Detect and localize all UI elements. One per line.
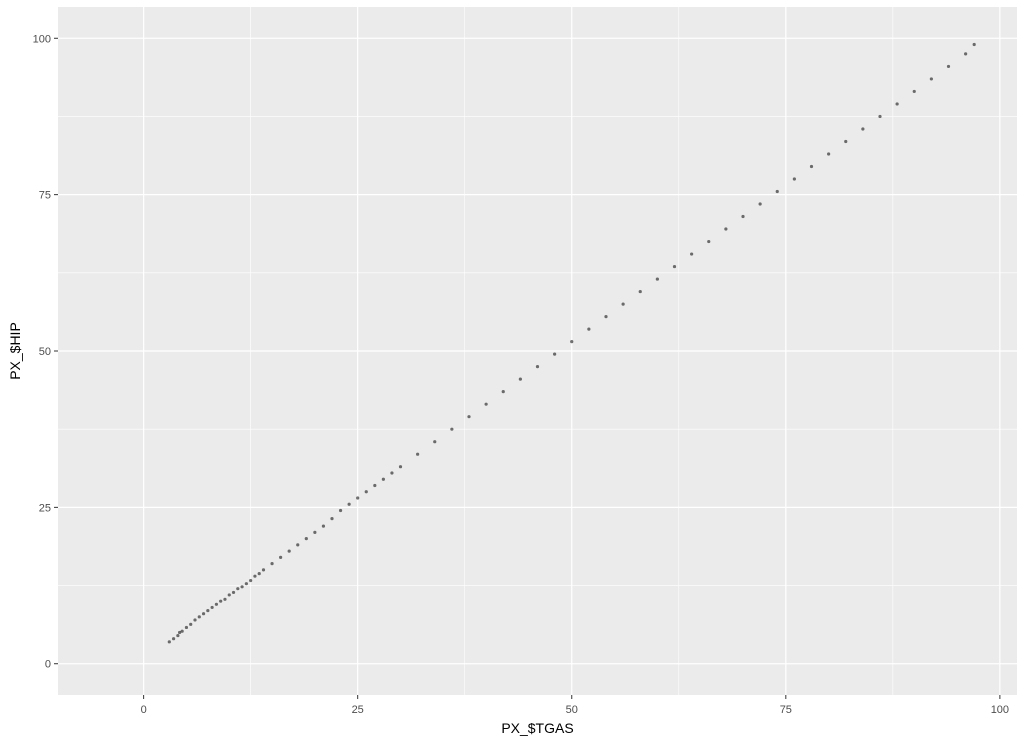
data-point	[261, 568, 266, 572]
data-point	[381, 477, 385, 481]
data-point	[450, 427, 454, 431]
data-point	[604, 315, 608, 319]
data-point	[287, 549, 291, 553]
y-axis-title: PX_$HIP	[7, 322, 23, 380]
data-point	[231, 590, 236, 595]
y-tick-label: 25	[39, 502, 51, 514]
x-tick-label: 25	[352, 704, 364, 716]
data-point	[518, 377, 522, 381]
data-point	[467, 415, 471, 419]
x-tick-label: 0	[141, 704, 147, 716]
data-point	[167, 640, 171, 644]
data-point	[257, 572, 261, 576]
data-point	[878, 114, 882, 119]
data-point	[501, 390, 505, 394]
grid-major	[58, 7, 1017, 695]
data-point	[177, 630, 182, 635]
data-point	[690, 252, 694, 256]
data-point	[792, 177, 796, 181]
data-point	[861, 127, 865, 131]
data-point	[416, 452, 420, 456]
data-point	[356, 496, 360, 500]
data-point	[270, 562, 274, 566]
data-point	[176, 633, 180, 638]
data-point	[330, 517, 334, 521]
data-point	[433, 440, 437, 444]
data-point	[587, 327, 591, 331]
data-point	[171, 637, 176, 641]
x-axis-title: PX_$TGAS	[501, 720, 573, 736]
data-point	[638, 289, 642, 294]
data-point	[296, 543, 300, 547]
data-point	[827, 152, 831, 156]
y-tick-label: 75	[39, 190, 51, 202]
data-point	[210, 605, 214, 610]
data-point	[390, 471, 394, 475]
data-point	[201, 612, 206, 616]
y-axis-ticks: 0 25 50 75 100	[33, 33, 58, 671]
x-tick-label: 50	[566, 704, 578, 716]
y-tick-label: 0	[45, 659, 51, 671]
data-point	[227, 593, 231, 597]
data-point	[197, 615, 201, 619]
data-point	[321, 524, 326, 528]
x-tick-label: 75	[780, 704, 792, 716]
data-point	[655, 277, 659, 281]
data-point	[775, 189, 779, 194]
x-axis-ticks: 0 25 50 75 100	[141, 695, 1009, 716]
data-point	[180, 629, 184, 633]
data-point	[219, 599, 223, 603]
y-tick-label: 50	[39, 346, 51, 358]
data-point	[398, 465, 403, 469]
data-point	[313, 530, 317, 534]
data-point	[184, 625, 189, 630]
data-point	[193, 618, 197, 622]
data-point	[672, 264, 677, 269]
data-point	[249, 578, 253, 583]
data-point	[279, 555, 283, 560]
data-point	[189, 622, 193, 626]
x-tick-label: 100	[991, 704, 1009, 716]
data-point	[707, 239, 711, 244]
data-point	[253, 574, 257, 578]
data-point	[484, 402, 488, 406]
data-point	[535, 365, 540, 369]
data-point	[946, 64, 951, 69]
data-point	[236, 587, 240, 591]
data-point	[758, 202, 762, 206]
data-points	[167, 42, 976, 644]
data-point	[929, 77, 933, 81]
data-point	[244, 582, 248, 586]
data-point	[364, 490, 368, 494]
data-point	[214, 602, 219, 606]
data-point	[741, 214, 745, 219]
data-point	[347, 502, 351, 506]
y-tick-label: 100	[33, 33, 51, 45]
data-point	[724, 227, 728, 231]
data-point	[964, 52, 968, 56]
data-point	[895, 102, 899, 106]
data-point	[809, 164, 814, 169]
data-point	[304, 537, 308, 541]
data-point	[972, 42, 976, 47]
data-point	[240, 585, 244, 589]
data-point	[553, 352, 557, 356]
data-point	[570, 340, 574, 344]
data-point	[844, 139, 848, 144]
data-point	[373, 483, 377, 488]
data-point	[621, 302, 625, 306]
data-point	[223, 597, 227, 601]
data-point	[206, 608, 210, 613]
data-point	[912, 89, 916, 94]
data-point	[338, 508, 343, 513]
